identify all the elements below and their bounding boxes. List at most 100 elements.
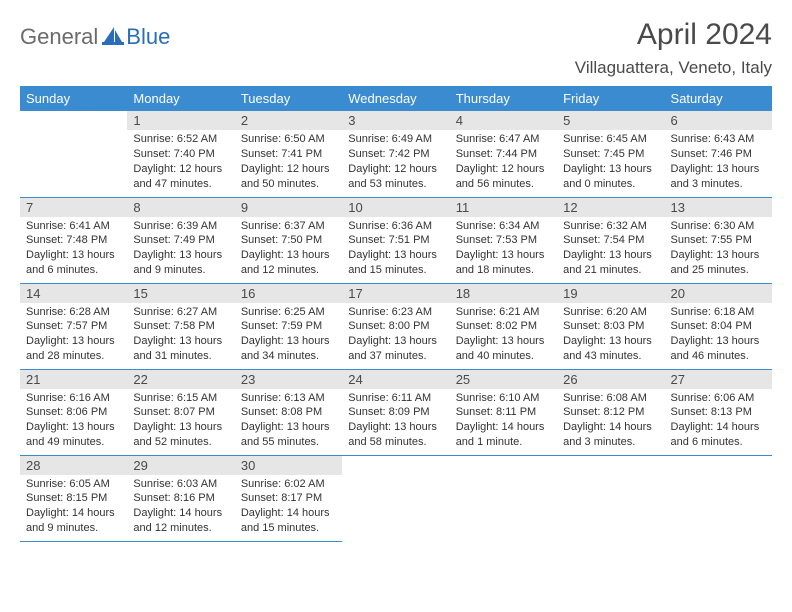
calendar-cell: 8Sunrise: 6:39 AMSunset: 7:49 PMDaylight… bbox=[127, 197, 234, 283]
logo-text-general: General bbox=[20, 24, 98, 50]
day-details: Sunrise: 6:39 AMSunset: 7:49 PMDaylight:… bbox=[127, 217, 234, 282]
weekday-header: Saturday bbox=[665, 86, 772, 111]
calendar-cell: 5Sunrise: 6:45 AMSunset: 7:45 PMDaylight… bbox=[557, 111, 664, 197]
calendar-cell: 1Sunrise: 6:52 AMSunset: 7:40 PMDaylight… bbox=[127, 111, 234, 197]
calendar-cell bbox=[665, 455, 772, 541]
day-details: Sunrise: 6:43 AMSunset: 7:46 PMDaylight:… bbox=[665, 130, 772, 195]
day-number: 30 bbox=[235, 456, 342, 475]
day-number: 6 bbox=[665, 111, 772, 130]
logo: General Blue bbox=[20, 24, 170, 50]
logo-sail-icon bbox=[102, 25, 124, 50]
day-details: Sunrise: 6:03 AMSunset: 8:16 PMDaylight:… bbox=[127, 475, 234, 540]
calendar-cell: 21Sunrise: 6:16 AMSunset: 8:06 PMDayligh… bbox=[20, 369, 127, 455]
day-details: Sunrise: 6:18 AMSunset: 8:04 PMDaylight:… bbox=[665, 303, 772, 368]
calendar-grid: SundayMondayTuesdayWednesdayThursdayFrid… bbox=[20, 86, 772, 542]
calendar-cell: 12Sunrise: 6:32 AMSunset: 7:54 PMDayligh… bbox=[557, 197, 664, 283]
calendar-cell: 13Sunrise: 6:30 AMSunset: 7:55 PMDayligh… bbox=[665, 197, 772, 283]
calendar-cell: 28Sunrise: 6:05 AMSunset: 8:15 PMDayligh… bbox=[20, 455, 127, 541]
day-number: 21 bbox=[20, 370, 127, 389]
day-number: 23 bbox=[235, 370, 342, 389]
day-details: Sunrise: 6:05 AMSunset: 8:15 PMDaylight:… bbox=[20, 475, 127, 540]
day-details: Sunrise: 6:30 AMSunset: 7:55 PMDaylight:… bbox=[665, 217, 772, 282]
day-details: Sunrise: 6:20 AMSunset: 8:03 PMDaylight:… bbox=[557, 303, 664, 368]
day-details: Sunrise: 6:10 AMSunset: 8:11 PMDaylight:… bbox=[450, 389, 557, 454]
day-number: 10 bbox=[342, 198, 449, 217]
weekday-header: Friday bbox=[557, 86, 664, 111]
calendar-body: 1Sunrise: 6:52 AMSunset: 7:40 PMDaylight… bbox=[20, 111, 772, 541]
day-number: 20 bbox=[665, 284, 772, 303]
day-details: Sunrise: 6:15 AMSunset: 8:07 PMDaylight:… bbox=[127, 389, 234, 454]
calendar-cell bbox=[557, 455, 664, 541]
day-details: Sunrise: 6:21 AMSunset: 8:02 PMDaylight:… bbox=[450, 303, 557, 368]
day-details: Sunrise: 6:11 AMSunset: 8:09 PMDaylight:… bbox=[342, 389, 449, 454]
calendar-cell bbox=[342, 455, 449, 541]
calendar-cell: 17Sunrise: 6:23 AMSunset: 8:00 PMDayligh… bbox=[342, 283, 449, 369]
calendar-row: 14Sunrise: 6:28 AMSunset: 7:57 PMDayligh… bbox=[20, 283, 772, 369]
day-number: 18 bbox=[450, 284, 557, 303]
day-number: 22 bbox=[127, 370, 234, 389]
day-details: Sunrise: 6:45 AMSunset: 7:45 PMDaylight:… bbox=[557, 130, 664, 195]
day-details: Sunrise: 6:13 AMSunset: 8:08 PMDaylight:… bbox=[235, 389, 342, 454]
day-number: 24 bbox=[342, 370, 449, 389]
day-number: 13 bbox=[665, 198, 772, 217]
calendar-cell: 11Sunrise: 6:34 AMSunset: 7:53 PMDayligh… bbox=[450, 197, 557, 283]
day-details: Sunrise: 6:41 AMSunset: 7:48 PMDaylight:… bbox=[20, 217, 127, 282]
calendar-row: 1Sunrise: 6:52 AMSunset: 7:40 PMDaylight… bbox=[20, 111, 772, 197]
day-details: Sunrise: 6:34 AMSunset: 7:53 PMDaylight:… bbox=[450, 217, 557, 282]
calendar-cell: 24Sunrise: 6:11 AMSunset: 8:09 PMDayligh… bbox=[342, 369, 449, 455]
day-number: 5 bbox=[557, 111, 664, 130]
calendar-row: 7Sunrise: 6:41 AMSunset: 7:48 PMDaylight… bbox=[20, 197, 772, 283]
weekday-header: Thursday bbox=[450, 86, 557, 111]
calendar-cell: 3Sunrise: 6:49 AMSunset: 7:42 PMDaylight… bbox=[342, 111, 449, 197]
day-details: Sunrise: 6:47 AMSunset: 7:44 PMDaylight:… bbox=[450, 130, 557, 195]
calendar-cell bbox=[20, 111, 127, 197]
day-number: 25 bbox=[450, 370, 557, 389]
day-details: Sunrise: 6:02 AMSunset: 8:17 PMDaylight:… bbox=[235, 475, 342, 540]
calendar-cell: 26Sunrise: 6:08 AMSunset: 8:12 PMDayligh… bbox=[557, 369, 664, 455]
calendar-row: 21Sunrise: 6:16 AMSunset: 8:06 PMDayligh… bbox=[20, 369, 772, 455]
day-details: Sunrise: 6:50 AMSunset: 7:41 PMDaylight:… bbox=[235, 130, 342, 195]
calendar-cell: 19Sunrise: 6:20 AMSunset: 8:03 PMDayligh… bbox=[557, 283, 664, 369]
location: Villaguattera, Veneto, Italy bbox=[575, 58, 772, 78]
day-details: Sunrise: 6:28 AMSunset: 7:57 PMDaylight:… bbox=[20, 303, 127, 368]
day-number: 17 bbox=[342, 284, 449, 303]
day-number: 28 bbox=[20, 456, 127, 475]
weekday-header: Sunday bbox=[20, 86, 127, 111]
day-number: 11 bbox=[450, 198, 557, 217]
calendar-cell: 4Sunrise: 6:47 AMSunset: 7:44 PMDaylight… bbox=[450, 111, 557, 197]
calendar-cell: 27Sunrise: 6:06 AMSunset: 8:13 PMDayligh… bbox=[665, 369, 772, 455]
day-details: Sunrise: 6:25 AMSunset: 7:59 PMDaylight:… bbox=[235, 303, 342, 368]
day-number: 4 bbox=[450, 111, 557, 130]
calendar-cell: 18Sunrise: 6:21 AMSunset: 8:02 PMDayligh… bbox=[450, 283, 557, 369]
day-number: 8 bbox=[127, 198, 234, 217]
day-details: Sunrise: 6:16 AMSunset: 8:06 PMDaylight:… bbox=[20, 389, 127, 454]
calendar-cell: 29Sunrise: 6:03 AMSunset: 8:16 PMDayligh… bbox=[127, 455, 234, 541]
day-number: 19 bbox=[557, 284, 664, 303]
day-details: Sunrise: 6:27 AMSunset: 7:58 PMDaylight:… bbox=[127, 303, 234, 368]
day-number: 12 bbox=[557, 198, 664, 217]
calendar-cell: 20Sunrise: 6:18 AMSunset: 8:04 PMDayligh… bbox=[665, 283, 772, 369]
calendar-row: 28Sunrise: 6:05 AMSunset: 8:15 PMDayligh… bbox=[20, 455, 772, 541]
calendar-cell: 14Sunrise: 6:28 AMSunset: 7:57 PMDayligh… bbox=[20, 283, 127, 369]
day-number: 7 bbox=[20, 198, 127, 217]
day-number: 16 bbox=[235, 284, 342, 303]
day-number: 3 bbox=[342, 111, 449, 130]
day-details: Sunrise: 6:52 AMSunset: 7:40 PMDaylight:… bbox=[127, 130, 234, 195]
calendar-cell: 30Sunrise: 6:02 AMSunset: 8:17 PMDayligh… bbox=[235, 455, 342, 541]
day-number: 15 bbox=[127, 284, 234, 303]
day-number: 2 bbox=[235, 111, 342, 130]
day-details: Sunrise: 6:36 AMSunset: 7:51 PMDaylight:… bbox=[342, 217, 449, 282]
day-number: 26 bbox=[557, 370, 664, 389]
calendar-cell: 22Sunrise: 6:15 AMSunset: 8:07 PMDayligh… bbox=[127, 369, 234, 455]
day-number: 9 bbox=[235, 198, 342, 217]
day-details: Sunrise: 6:08 AMSunset: 8:12 PMDaylight:… bbox=[557, 389, 664, 454]
title-block: April 2024 Villaguattera, Veneto, Italy bbox=[575, 18, 772, 78]
calendar-cell: 10Sunrise: 6:36 AMSunset: 7:51 PMDayligh… bbox=[342, 197, 449, 283]
calendar-cell: 2Sunrise: 6:50 AMSunset: 7:41 PMDaylight… bbox=[235, 111, 342, 197]
calendar-cell bbox=[450, 455, 557, 541]
calendar-cell: 6Sunrise: 6:43 AMSunset: 7:46 PMDaylight… bbox=[665, 111, 772, 197]
day-number: 14 bbox=[20, 284, 127, 303]
calendar-cell: 16Sunrise: 6:25 AMSunset: 7:59 PMDayligh… bbox=[235, 283, 342, 369]
logo-text-blue: Blue bbox=[126, 24, 170, 50]
day-number: 27 bbox=[665, 370, 772, 389]
